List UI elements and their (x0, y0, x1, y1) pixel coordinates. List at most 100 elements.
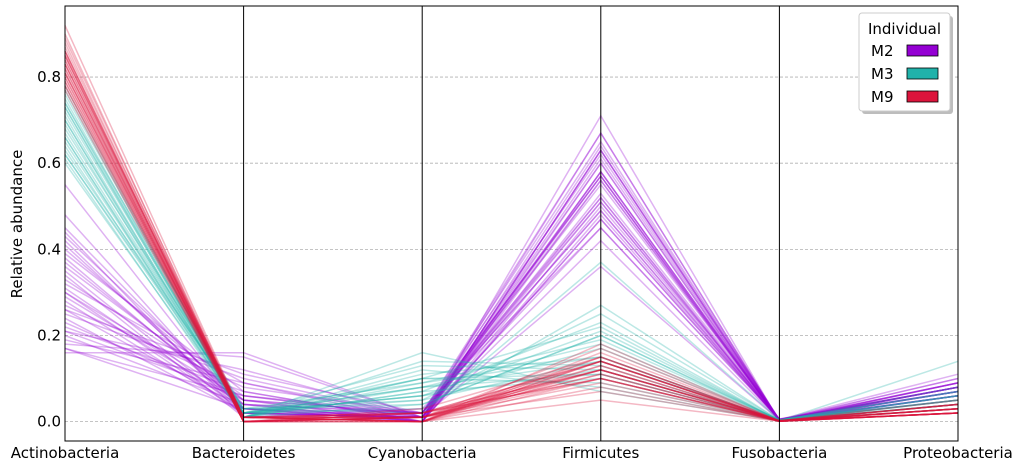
legend: Individual M2 M3 M9 (858, 12, 953, 114)
series-line (64, 144, 959, 421)
series-M2 (64, 114, 959, 423)
series-line (64, 148, 959, 423)
series-line (64, 209, 959, 422)
series-line (64, 42, 959, 423)
series-line (64, 226, 959, 420)
series-line (64, 85, 959, 422)
series-line (64, 218, 959, 423)
series-line (64, 128, 959, 421)
series-line (64, 55, 959, 422)
series-line (64, 174, 959, 421)
series-line (64, 200, 959, 421)
y-tick-label: 0.0 (37, 413, 61, 431)
legend-swatch (906, 90, 939, 103)
legend-label: M2 (871, 42, 894, 60)
series-line (64, 33, 959, 423)
series-line (64, 153, 959, 422)
series-line (64, 76, 959, 423)
series-line (64, 196, 959, 422)
x-tick-label: Bacteroidetes (192, 444, 296, 462)
series-line (64, 55, 959, 422)
series-line (64, 59, 959, 423)
plot-frame (64, 5, 959, 442)
series-line (64, 154, 959, 422)
series-line (64, 136, 959, 422)
grid-layer (65, 76, 958, 423)
series-line (64, 209, 959, 421)
series-line (64, 89, 959, 422)
series-line (64, 131, 959, 422)
x-tick-label: Proteobacteria (903, 444, 1013, 462)
series-line (64, 98, 959, 422)
series-lines-layer (64, 25, 959, 423)
x-tick-label: Actinobacteria (11, 444, 120, 462)
series-line (64, 141, 959, 422)
series-line (64, 149, 959, 421)
series-line (64, 214, 959, 422)
series-line (64, 89, 959, 423)
legend-label: M9 (871, 88, 894, 106)
series-line (64, 119, 959, 422)
x-tick-label: Cyanobacteria (368, 444, 477, 462)
series-line (64, 85, 959, 423)
series-line (64, 131, 959, 422)
series-line (64, 46, 959, 423)
series-line (64, 184, 959, 422)
series-line (64, 124, 959, 422)
series-line (64, 55, 959, 423)
series-line (64, 37, 959, 423)
series-M3 (64, 85, 959, 422)
series-line (64, 136, 959, 422)
series-line (64, 148, 959, 423)
series-line (64, 106, 959, 422)
series-line (64, 140, 959, 421)
series-line (64, 154, 959, 421)
series-line (64, 72, 959, 423)
series-line (64, 63, 959, 423)
axes-layer (64, 5, 959, 442)
x-tick-label: Firmicutes (562, 444, 639, 462)
series-line (64, 170, 959, 423)
series-line (64, 111, 959, 422)
series-line (64, 68, 959, 422)
legend-swatch (906, 44, 939, 57)
series-line (64, 81, 959, 422)
series-line (65, 170, 959, 421)
legend-swatch (906, 67, 939, 80)
series-line (64, 174, 959, 422)
series-line (64, 106, 959, 422)
series-line (64, 205, 959, 423)
series-line (64, 50, 959, 422)
series-line (64, 68, 959, 423)
series-line (64, 218, 959, 423)
series-line (64, 161, 959, 423)
series-M9 (64, 25, 959, 423)
series-line (64, 179, 959, 423)
legend-box (858, 12, 951, 112)
series-line (64, 200, 959, 421)
series-line (64, 170, 959, 422)
series-line (64, 145, 959, 422)
series-line (64, 50, 959, 423)
series-line (64, 93, 959, 422)
x-tick-labels: Actinobacteria Bacteroidetes Cyanobacteria… (11, 444, 1013, 462)
series-line (64, 196, 959, 421)
y-tick-labels: 0.0 0.2 0.4 0.6 0.8 (37, 68, 61, 431)
legend-label: M3 (871, 65, 894, 83)
series-line (64, 119, 959, 422)
series-line (64, 63, 959, 423)
series-line (64, 72, 959, 423)
y-axis-label: Relative abundance (8, 150, 26, 299)
series-line (64, 115, 959, 422)
series-line (64, 102, 959, 422)
series-line (64, 158, 959, 422)
y-tick-label: 0.8 (37, 68, 61, 86)
series-line (64, 114, 959, 423)
series-line (64, 161, 959, 422)
series-line (64, 81, 959, 423)
series-line (64, 50, 959, 423)
series-line (64, 183, 959, 421)
y-tick-label: 0.6 (37, 154, 61, 172)
